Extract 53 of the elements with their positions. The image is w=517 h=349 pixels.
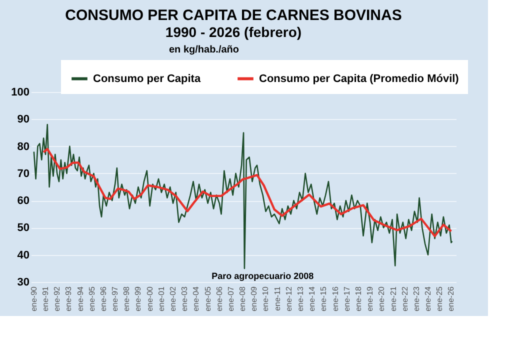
x-tick-label: ene-01 [156,286,166,312]
x-tick-label: ene-21 [388,286,398,312]
y-tick-label: 60 [17,195,30,208]
x-tick-label: ene-26 [446,286,456,312]
x-tick-label: ene-96 [98,286,108,312]
x-tick-label: ene-91 [41,286,50,312]
x-tick-label: ene-10 [261,286,270,312]
x-tick-label: ene-08 [238,286,248,312]
x-tick-label: ene-12 [284,286,294,312]
x-tick-label: ene-24 [424,286,433,312]
x-tick-label: ene-02 [168,286,178,312]
x-tick-label: ene-90 [29,286,38,312]
x-tick-label: ene-19 [366,286,375,312]
x-tick-label: ene-25 [435,286,444,312]
x-tick-label: ene-06 [214,286,224,312]
x-tick-label: ene-07 [226,286,236,312]
y-tick-label: 70 [17,168,30,180]
x-tick-label: ene-95 [87,286,96,312]
legend-label: Consumo per Capita (Promedio Móvil) [259,72,460,85]
x-tick-label: ene-20 [377,286,386,312]
y-tick-label: 50 [17,222,30,234]
line-series [33,124,453,270]
x-tick-label: ene-04 [192,286,201,312]
x-tick-label: ene-11 [272,286,282,311]
x-tick-label: ene-99 [134,286,143,312]
x-tick-label: ene-16 [330,286,340,312]
x-tick-label: ene-05 [203,286,212,312]
x-tick-label: ene-92 [52,286,62,312]
x-tick-label: ene-97 [110,286,120,312]
y-tick-label: 40 [17,249,30,262]
line-series [42,148,452,238]
chart-subtitle: 1990 - 2026 (febrero) [165,24,302,40]
y-tick-label: 100 [11,86,30,98]
x-tick-label: ene-00 [145,286,154,312]
y-axis-title: en kg/hab./año [168,44,240,56]
y-tick-label: 30 [17,276,30,288]
legend-label: Consumo per Capita [93,72,202,85]
x-tick-label: ene-23 [412,286,421,312]
x-tick-label: ene-18 [354,286,363,312]
x-tick-label: ene-14 [308,286,317,312]
x-tick-label: ene-94 [76,286,85,312]
x-tick-label: ene-22 [400,286,410,312]
x-tick-label: ene-13 [296,286,306,312]
x-tick-label: ene-98 [122,286,132,312]
x-tick-label: ene-93 [64,286,74,312]
annotation: Paro agropecuario 2008 [212,271,314,281]
x-tick-label: ene-17 [342,286,352,312]
y-tick-label: 90 [17,114,30,126]
x-tick-label: ene-03 [180,286,190,312]
x-tick-label: ene-15 [319,286,328,312]
x-tick-label: ene-09 [250,286,259,312]
chart-title: CONSUMO PER CAPITA DE CARNES BOVINAS [65,7,402,24]
y-tick-label: 80 [17,140,30,153]
